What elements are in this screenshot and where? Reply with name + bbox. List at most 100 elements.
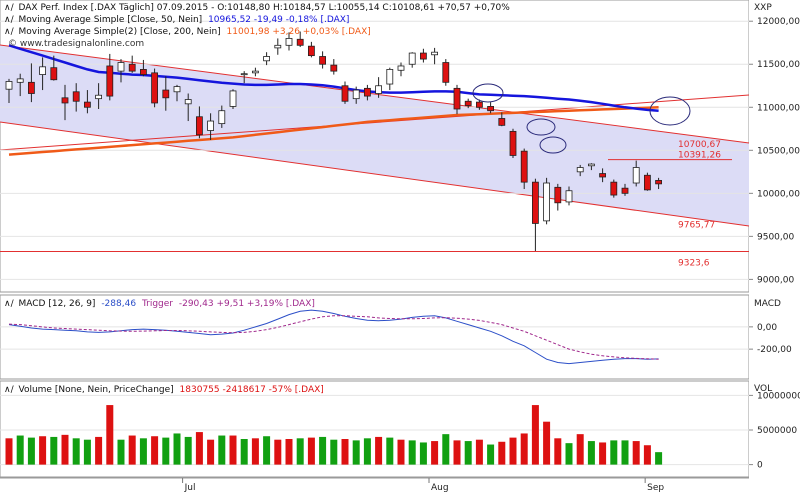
volume-bar — [487, 444, 495, 465]
candle-body — [543, 182, 550, 222]
level-label: 10700,67 — [678, 140, 721, 150]
candle-body — [84, 101, 91, 108]
volume-bar — [5, 438, 13, 465]
candle-body — [386, 69, 394, 85]
candle-body — [464, 100, 472, 106]
volume-bar — [151, 436, 159, 465]
trend-channel-fill — [0, 45, 749, 226]
candle-body — [128, 63, 136, 72]
title-text: DAX Perf. Index [.DAX Täglich] 07.09.201… — [19, 3, 511, 13]
volume-tick-label: 0 — [757, 461, 763, 471]
highlight-ellipse-2 — [526, 118, 556, 136]
ma200-legend-label: Moving Average Simple(2) [Close, 200, Ne… — [19, 27, 221, 37]
candle-body — [632, 167, 640, 184]
volume-bar — [531, 405, 539, 465]
volume-bar — [520, 433, 528, 465]
price-tick-label: 10000,00 — [757, 189, 800, 199]
volume-bar — [95, 436, 103, 465]
time-tick-label: Jul — [184, 483, 196, 493]
volume-bar — [621, 440, 629, 465]
volume-bar — [576, 434, 584, 465]
collapse-glyph: ∧∕ — [4, 385, 15, 395]
candle-body — [151, 72, 159, 104]
volume-bar — [386, 437, 394, 465]
candle-body — [453, 87, 461, 110]
volume-bar — [475, 439, 483, 465]
candle-body — [39, 66, 46, 75]
volume-bar — [554, 438, 562, 465]
volume-bar — [285, 439, 293, 465]
volume-bar — [565, 443, 573, 465]
moving-averages — [8, 44, 659, 156]
volume-bar — [117, 439, 125, 465]
ma200-line — [8, 106, 659, 156]
candle-body — [610, 181, 618, 196]
candle-body — [599, 173, 606, 178]
volume-bar — [352, 440, 360, 465]
volume-tick-label: 5000000 — [757, 426, 797, 436]
volume-bar — [543, 421, 551, 465]
macd-legend-label: MACD [12, 26, 9] — [19, 299, 96, 309]
candle-body — [207, 120, 215, 131]
candle-body — [588, 163, 595, 167]
candle-body — [218, 110, 226, 125]
axis-strip — [749, 0, 800, 493]
candle-body — [95, 94, 102, 100]
macd-axis: 0,00 -200,00 — [749, 323, 792, 355]
candle-body — [50, 67, 58, 81]
candle-body — [251, 70, 259, 74]
candle-body — [307, 45, 315, 57]
candle-body — [475, 101, 483, 108]
volume-bar — [207, 439, 215, 465]
candle-body — [487, 106, 495, 112]
volume-bar — [397, 439, 405, 465]
volume-bar — [50, 436, 58, 465]
volume-bar — [39, 436, 47, 465]
candle-body — [397, 65, 405, 71]
volume-bar — [319, 436, 327, 465]
price-tick-label: 11000,00 — [757, 103, 800, 113]
volume-legend-label: Volume [None, Nein, PriceChange] — [19, 385, 174, 395]
candle-body — [621, 187, 629, 194]
volume-bars — [5, 405, 663, 465]
volume-bar — [632, 441, 640, 465]
candle-body — [520, 150, 528, 183]
volume-bar — [330, 439, 338, 465]
title-line: ∧∕ DAX Perf. Index [.DAX Täglich] 07.09.… — [4, 3, 510, 13]
candlesticks — [5, 31, 662, 251]
volume-bar — [419, 442, 427, 465]
candle-body — [72, 91, 80, 102]
candle-body — [263, 56, 271, 62]
price-tick-label: 9500,00 — [757, 232, 794, 242]
candle-body — [532, 181, 539, 224]
time-axis: Jul Aug Sep — [0, 477, 749, 493]
candle-body — [509, 130, 517, 156]
candle-body — [419, 52, 427, 60]
collapse-glyph: ∧∕ — [4, 15, 15, 25]
volume-bar — [195, 432, 203, 465]
volume-bar — [139, 438, 147, 465]
candle-body — [285, 38, 293, 46]
candle-body — [229, 90, 237, 107]
candle-body — [644, 174, 651, 191]
candle-body — [296, 38, 304, 46]
time-tick-label: Aug — [431, 483, 449, 493]
ma200-legend: ∧∕ Moving Average Simple(2) [Close, 200,… — [4, 27, 371, 37]
trigger-legend-value: -290,43 +9,51 +3,19% [.DAX] — [179, 299, 315, 309]
channel-lower-line — [0, 121, 750, 227]
volume-bar — [587, 441, 595, 465]
volume-bar — [655, 452, 663, 465]
candle-body — [498, 118, 506, 126]
candle-body — [565, 190, 573, 203]
volume-bar — [173, 433, 181, 465]
macd-legend-value: -288,46 — [101, 299, 136, 309]
candle-body — [319, 56, 327, 65]
highlight-ellipse-3 — [539, 136, 567, 154]
volume-bar — [296, 438, 304, 465]
level-label: 9323,6 — [678, 259, 710, 269]
volume-bar — [16, 435, 24, 465]
candle-body — [274, 44, 282, 49]
volume-tick-label: 10000000 — [757, 391, 800, 401]
ma200-legend-value: 11001,98 +3,26 +0,03% [.DAX] — [227, 27, 371, 37]
